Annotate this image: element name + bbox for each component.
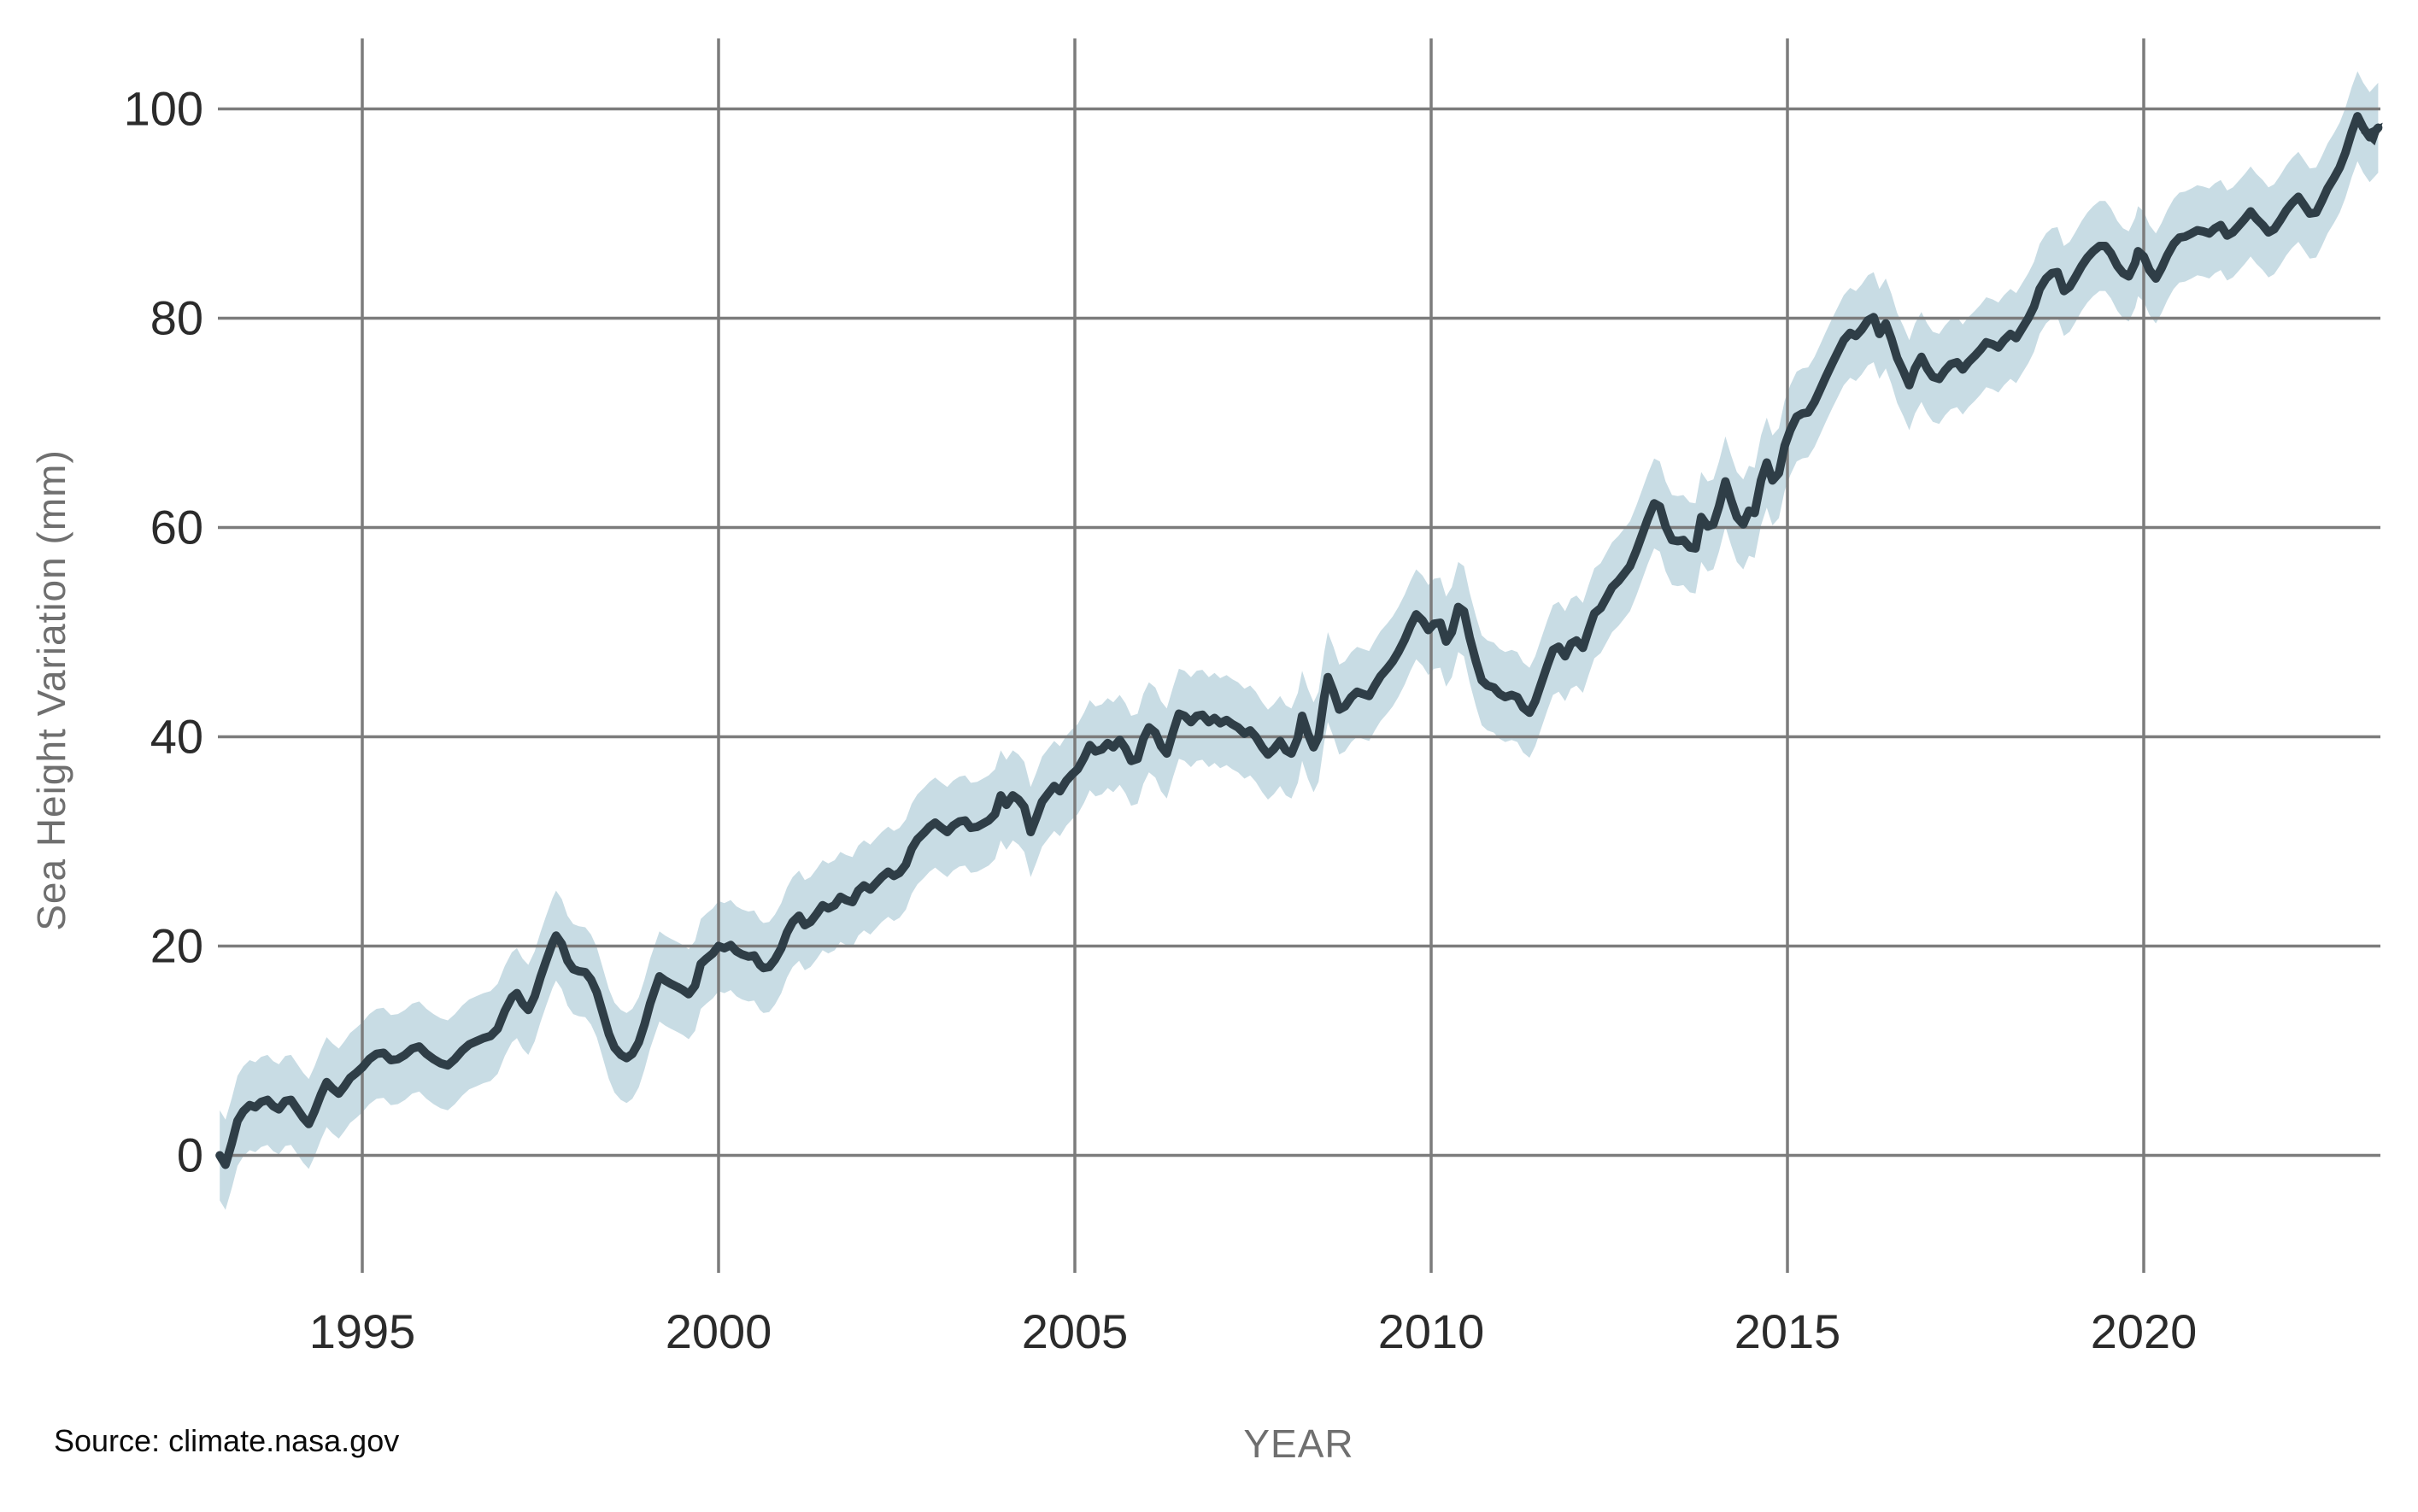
line-end-arrow-icon	[2361, 122, 2383, 146]
x-axis-title: YEAR	[1243, 1421, 1354, 1466]
tick-labels: 0 20 40 60 80 100 1995 2000 2005 2010 2015 2020	[124, 82, 2198, 1359]
y-tick-label: 60	[150, 501, 203, 554]
x-tick-label: 1995	[309, 1304, 416, 1358]
confidence-band	[220, 71, 2379, 1210]
y-tick-label: 40	[150, 710, 203, 764]
y-axis-title: Sea Height Variation (mm)	[29, 449, 73, 931]
gridlines	[218, 38, 2380, 1273]
x-tick-label: 2005	[1022, 1304, 1129, 1358]
x-tick-label: 2020	[2091, 1304, 2198, 1358]
y-tick-label: 80	[150, 291, 203, 345]
source-text: Source: climate.nasa.gov	[54, 1423, 400, 1458]
sea-level-line	[215, 112, 2383, 1169]
x-tick-label: 2010	[1378, 1304, 1485, 1358]
y-tick-label: 100	[124, 82, 203, 136]
x-tick-label: 2015	[1734, 1304, 1841, 1358]
x-tick-label: 2000	[666, 1304, 772, 1358]
y-tick-label: 0	[177, 1128, 203, 1182]
y-tick-label: 20	[150, 919, 203, 973]
